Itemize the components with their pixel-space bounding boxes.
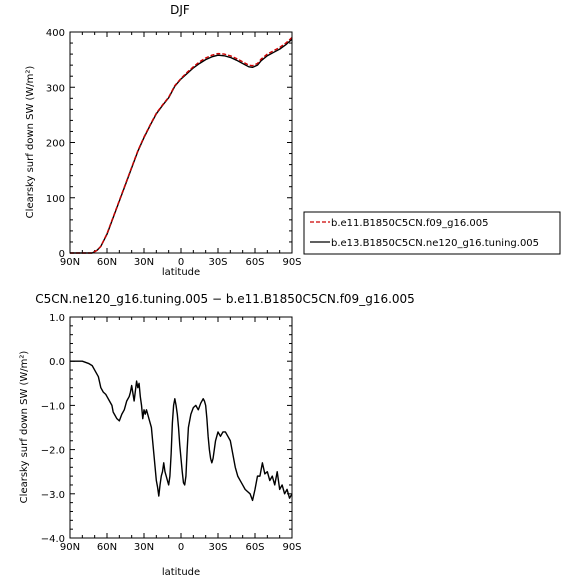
bottom-ylabel: Clearsky surf down SW (W/m²) [19, 351, 30, 504]
bottom-ticks: 90N 60N 30N 0 30S 60S 90S −4.0 −3.0 −2.0 −1.0 0.0 1.… [41, 313, 302, 553]
top-series [70, 37, 293, 254]
legend: b.e11.B1850C5CN.f09_g16.005 b.e13.B1850C… [303, 211, 561, 255]
x-tick-label: 60N [97, 542, 117, 553]
top-plot-frame [69, 31, 293, 254]
series-line-1-0 [70, 360, 293, 502]
bottom-series [70, 360, 293, 502]
legend-label-ctrl: b.e11.B1850C5CN.f09_g16.005 [331, 218, 488, 229]
top-ticks: 90N 60N 30N 0 30S 60S 90S 0 100 200 300 400 [46, 28, 302, 268]
series-line-0-0 [70, 37, 293, 254]
x-tick-label: 0 [178, 542, 184, 553]
y-tick-label: 1.0 [49, 313, 65, 324]
legend-label-test: b.e13.B1850C5CN.ne120_g16.tuning.005 [331, 238, 539, 249]
y-tick-label: −3.0 [41, 490, 65, 501]
x-tick-label: 60S [245, 542, 264, 553]
panel-top: DJF 90N 60N 30N 0 30S 60S 90S 0 100 200 300 400 lat… [25, 3, 302, 278]
bottom-xlabel: latitude [162, 567, 200, 578]
x-tick-label: 60S [245, 257, 264, 268]
y-tick-label: 300 [46, 83, 65, 94]
y-tick-label: 200 [46, 139, 65, 150]
bottom-title: C5CN.ne120_g16.tuning.005 − b.e11.B1850C… [35, 292, 415, 306]
y-tick-label: −4.0 [41, 534, 65, 545]
x-tick-label: 60N [97, 257, 117, 268]
panel-bottom: C5CN.ne120_g16.tuning.005 − b.e11.B1850C… [19, 292, 415, 578]
y-tick-label: 100 [46, 194, 65, 205]
x-tick-label: 30S [208, 257, 227, 268]
bottom-plot-frame [69, 316, 293, 539]
top-xlabel: latitude [162, 267, 200, 278]
x-tick-label: 90S [282, 257, 301, 268]
legend-box [303, 211, 561, 255]
x-tick-label: 0 [178, 257, 184, 268]
x-tick-label: 30N [134, 542, 154, 553]
y-tick-label: 400 [46, 28, 65, 39]
x-tick-label: 90N [60, 257, 80, 268]
y-tick-label: −1.0 [41, 401, 65, 412]
series-line-0-1 [70, 38, 293, 254]
x-tick-label: 90N [60, 542, 80, 553]
top-title: DJF [170, 3, 190, 17]
y-tick-label: −2.0 [41, 446, 65, 457]
y-tick-label: 0 [59, 249, 65, 260]
top-ylabel: Clearsky surf down SW (W/m²) [25, 66, 36, 219]
x-tick-label: 30N [134, 257, 154, 268]
y-tick-label: 0.0 [49, 357, 65, 368]
x-tick-label: 90S [282, 542, 301, 553]
x-tick-label: 30S [208, 542, 227, 553]
